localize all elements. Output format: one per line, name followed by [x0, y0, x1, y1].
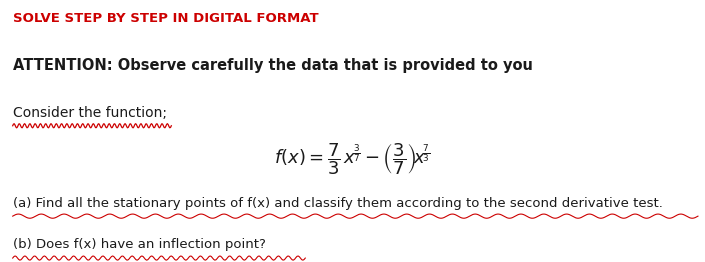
Text: $f(x)=\dfrac{7}{3}\,x^{\!\frac{3}{7}}-\left(\dfrac{3}{7}\right)\!x^{\!\frac{7}{3: $f(x)=\dfrac{7}{3}\,x^{\!\frac{3}{7}}-\l…	[274, 141, 431, 177]
Text: SOLVE STEP BY STEP IN DIGITAL FORMAT: SOLVE STEP BY STEP IN DIGITAL FORMAT	[13, 12, 319, 25]
Text: (b) Does f(x) have an inflection point?: (b) Does f(x) have an inflection point?	[13, 238, 266, 252]
Text: ATTENTION: Observe carefully the data that is provided to you: ATTENTION: Observe carefully the data th…	[13, 58, 532, 73]
Text: Consider the function;: Consider the function;	[13, 106, 166, 120]
Text: (a) Find all the stationary points of f(x) and classify them according to the se: (a) Find all the stationary points of f(…	[13, 196, 663, 210]
